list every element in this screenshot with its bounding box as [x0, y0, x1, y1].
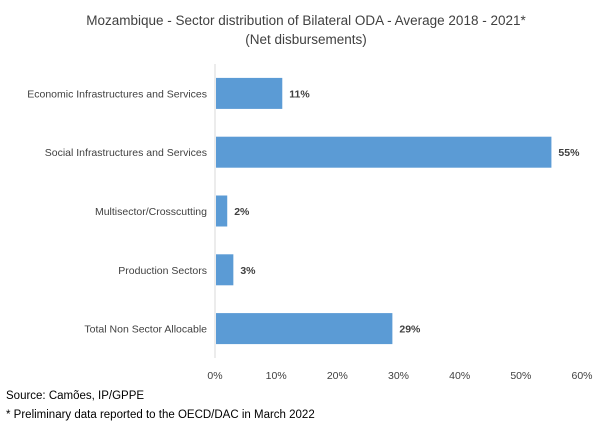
data-label: 3%	[240, 265, 256, 277]
bar	[216, 77, 283, 109]
category-label: Production Sectors	[118, 265, 207, 277]
bar	[216, 136, 552, 168]
chart-title-block: Mozambique - Sector distribution of Bila…	[0, 11, 612, 49]
x-tick-label: 50%	[510, 370, 531, 382]
chart-notes: Source: Camões, IP/GPPE * Preliminary da…	[6, 387, 315, 425]
data-label: 2%	[234, 206, 250, 218]
footnote: * Preliminary data reported to the OECD/…	[6, 409, 315, 421]
bar	[216, 254, 234, 286]
category-label: Social Infrastructures and Services	[45, 147, 207, 159]
x-tick-label: 30%	[388, 370, 409, 382]
category-label: Economic Infrastructures and Services	[27, 88, 207, 100]
bar	[216, 313, 393, 345]
x-tick-label: 0%	[207, 370, 222, 382]
x-tick-label: 10%	[266, 370, 287, 382]
chart-title: Mozambique - Sector distribution of Bila…	[86, 13, 526, 28]
data-label: 11%	[289, 88, 310, 100]
chart-subtitle: (Net disbursements)	[245, 32, 367, 47]
source-note: Source: Camões, IP/GPPE	[6, 390, 145, 402]
category-label: Multisector/Crosscutting	[95, 206, 207, 218]
x-tick-label: 40%	[449, 370, 470, 382]
category-label: Total Non Sector Allocable	[84, 324, 207, 336]
data-label: 29%	[399, 324, 421, 336]
x-tick-label: 20%	[327, 370, 348, 382]
data-label: 55%	[558, 147, 580, 159]
bar	[216, 195, 228, 227]
x-tick-label: 60%	[571, 370, 592, 382]
